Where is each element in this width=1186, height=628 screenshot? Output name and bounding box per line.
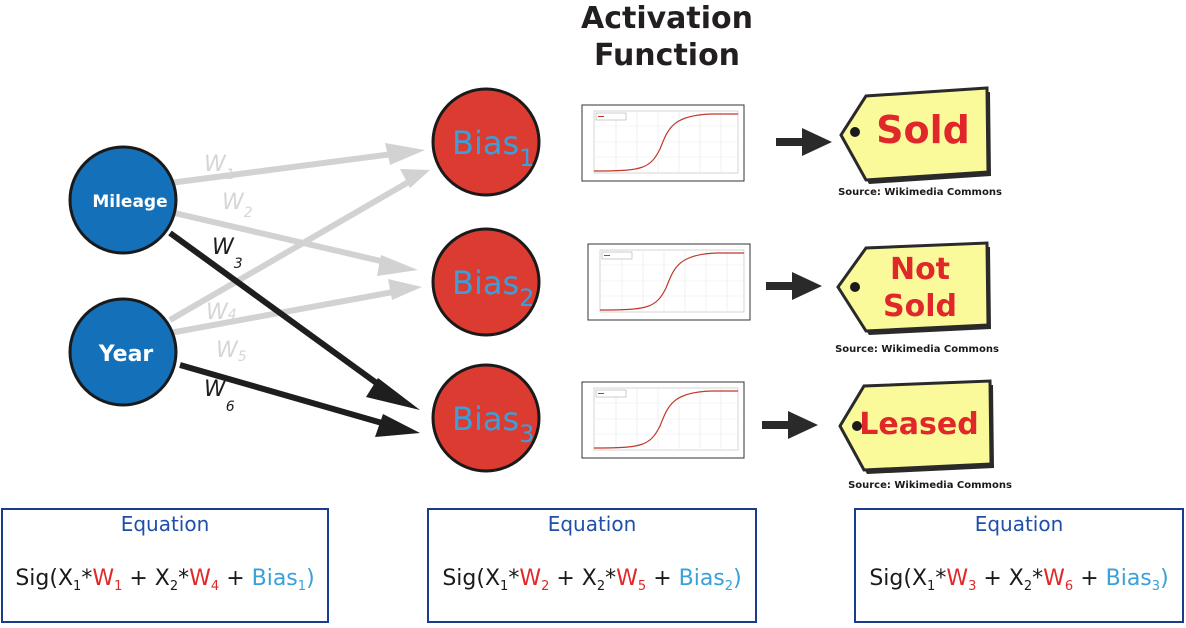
bias-node-2: Bias2 <box>431 227 541 337</box>
equation-heading: Equation <box>974 512 1064 536</box>
connections-black <box>168 230 420 437</box>
arrowhead-w5 <box>388 279 422 300</box>
connection-w2 <box>169 209 399 268</box>
equation-box-2: Equation Sig(X1*W2 + X2*W5 + Bias2) <box>427 508 757 623</box>
connection-w4-year <box>168 177 414 323</box>
weight-label-4: W4 <box>206 300 237 325</box>
source-caption-2: Source: Wikimedia Commons <box>835 344 999 355</box>
equation-expression-1: Sig(X1*W1 + X2*W4 + Bias1) <box>15 566 315 594</box>
equation-heading: Equation <box>547 512 637 536</box>
connection-w3 <box>168 230 395 398</box>
arrowhead-w4-year <box>400 169 430 188</box>
sigmoid-plot-icon <box>581 104 745 182</box>
right-arrow-icon <box>776 128 832 156</box>
price-tag-icon <box>838 379 994 474</box>
bias-node-3: Bias3 <box>431 363 541 473</box>
right-arrow-icon <box>762 411 818 439</box>
price-tag-icon <box>839 86 991 184</box>
tag-label-sold: Sold <box>876 108 970 152</box>
weight-label-2: W2 <box>222 190 253 221</box>
weight-label-1: W1 <box>204 152 235 183</box>
source-caption-3: Source: Wikimedia Commons <box>848 480 1012 491</box>
weight-label-5: W5 <box>216 338 247 365</box>
input-label-mileage: Mileage <box>92 192 167 212</box>
title-line-1: Activation <box>580 1 754 36</box>
right-arrow-icon <box>766 272 822 300</box>
connections-gray <box>168 143 430 336</box>
arrowhead-w3 <box>366 378 420 410</box>
connection-w5 <box>169 287 405 336</box>
price-tag-icon <box>836 241 991 335</box>
bias-label-3: Bias3 <box>452 400 534 448</box>
weight-label-3: W3 <box>212 235 243 272</box>
sigmoid-plot-icon <box>587 243 751 321</box>
equation-expression-3: Sig(X1*W3 + X2*W6 + Bias3) <box>869 566 1169 594</box>
input-label-year: Year <box>98 342 154 367</box>
equation-heading: Equation <box>120 512 210 536</box>
arrowhead-w6 <box>375 414 420 437</box>
input-node-year: Year <box>68 297 178 407</box>
connection-w1 <box>169 149 409 186</box>
arrowhead-w2 <box>377 255 418 276</box>
bias-label-1: Bias1 <box>452 124 534 172</box>
equation-expression-2: Sig(X1*W2 + X2*W5 + Bias2) <box>442 566 742 594</box>
bias-label-2: Bias2 <box>452 264 534 312</box>
tag-label-sold-2: Sold <box>883 289 957 324</box>
sigmoid-plot-icon <box>581 381 745 459</box>
bias-node-1: Bias1 <box>431 87 541 197</box>
equation-box-1: Equation Sig(X1*W1 + X2*W4 + Bias1) <box>1 508 329 623</box>
weight-label-6: W6 <box>204 377 235 415</box>
diagram-title: Activation Function <box>540 0 794 74</box>
equation-box-3: Equation Sig(X1*W3 + X2*W6 + Bias3) <box>854 508 1184 623</box>
arrowhead-w1 <box>385 143 425 165</box>
title-line-2: Function <box>593 38 741 73</box>
source-caption-1: Source: Wikimedia Commons <box>838 187 1002 198</box>
input-node-mileage: Mileage <box>68 145 178 255</box>
weight-labels: W1 W2 W3 W4 W5 W6 <box>204 152 253 415</box>
connection-w6 <box>179 362 397 430</box>
tag-label-not: Not <box>890 252 950 287</box>
tag-label-leased: Leased <box>859 407 978 442</box>
